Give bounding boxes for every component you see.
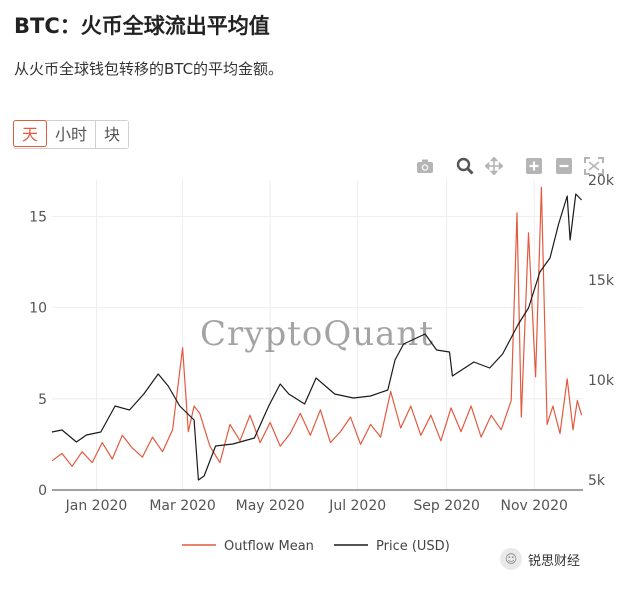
zoom-icon[interactable] — [454, 155, 476, 177]
x-tick-label: Sep 2020 — [413, 498, 479, 514]
outflow-mean-line — [51, 186, 583, 467]
x-tick-label: Nov 2020 — [501, 498, 568, 514]
range-hour-button[interactable]: 小时 — [47, 121, 97, 148]
time-range-selector: 天 小时 块 — [13, 120, 130, 149]
page-subtitle: 从火币全球钱包转移的BTC的平均金额。 — [14, 60, 284, 78]
x-tick-label: Jan 2020 — [65, 498, 128, 514]
price-usd-line — [51, 193, 583, 481]
legend-label: Outflow Mean — [224, 539, 314, 554]
y-right-tick-label: 20k — [588, 173, 615, 189]
camera-icon[interactable] — [414, 155, 436, 177]
range-day-button[interactable]: 天 — [13, 120, 48, 147]
autoscale-icon[interactable] — [583, 155, 605, 177]
watermark-brand: 锐思财经 — [528, 553, 581, 569]
x-tick-label: Jul 2020 — [328, 498, 386, 514]
y-left-tick-label: 0 — [38, 483, 47, 499]
zoom-out-icon[interactable] — [553, 155, 575, 177]
wechat-icon: ☺ — [500, 548, 522, 570]
chart-modebar — [412, 155, 612, 177]
x-tick-label: Mar 2020 — [149, 498, 216, 514]
y-left-tick-label: 10 — [29, 301, 47, 317]
y-right-tick-label: 5k — [588, 473, 606, 489]
y-left-tick-label: 5 — [38, 392, 47, 408]
y-right-tick-label: 15k — [588, 273, 615, 289]
x-tick-label: May 2020 — [236, 498, 305, 514]
y-left-tick-label: 15 — [29, 209, 47, 225]
chart-watermark: CryptoQuant — [200, 314, 434, 354]
zoom-in-icon[interactable] — [523, 155, 545, 177]
range-block-button[interactable]: 块 — [96, 121, 129, 148]
pan-icon[interactable] — [483, 155, 505, 177]
legend-label: Price (USD) — [376, 539, 450, 554]
corner-watermark: ☺ 锐思财经 — [500, 548, 580, 570]
y-right-tick-label: 10k — [588, 373, 615, 389]
page-title: BTC：火币全球流出平均值 — [14, 14, 270, 38]
